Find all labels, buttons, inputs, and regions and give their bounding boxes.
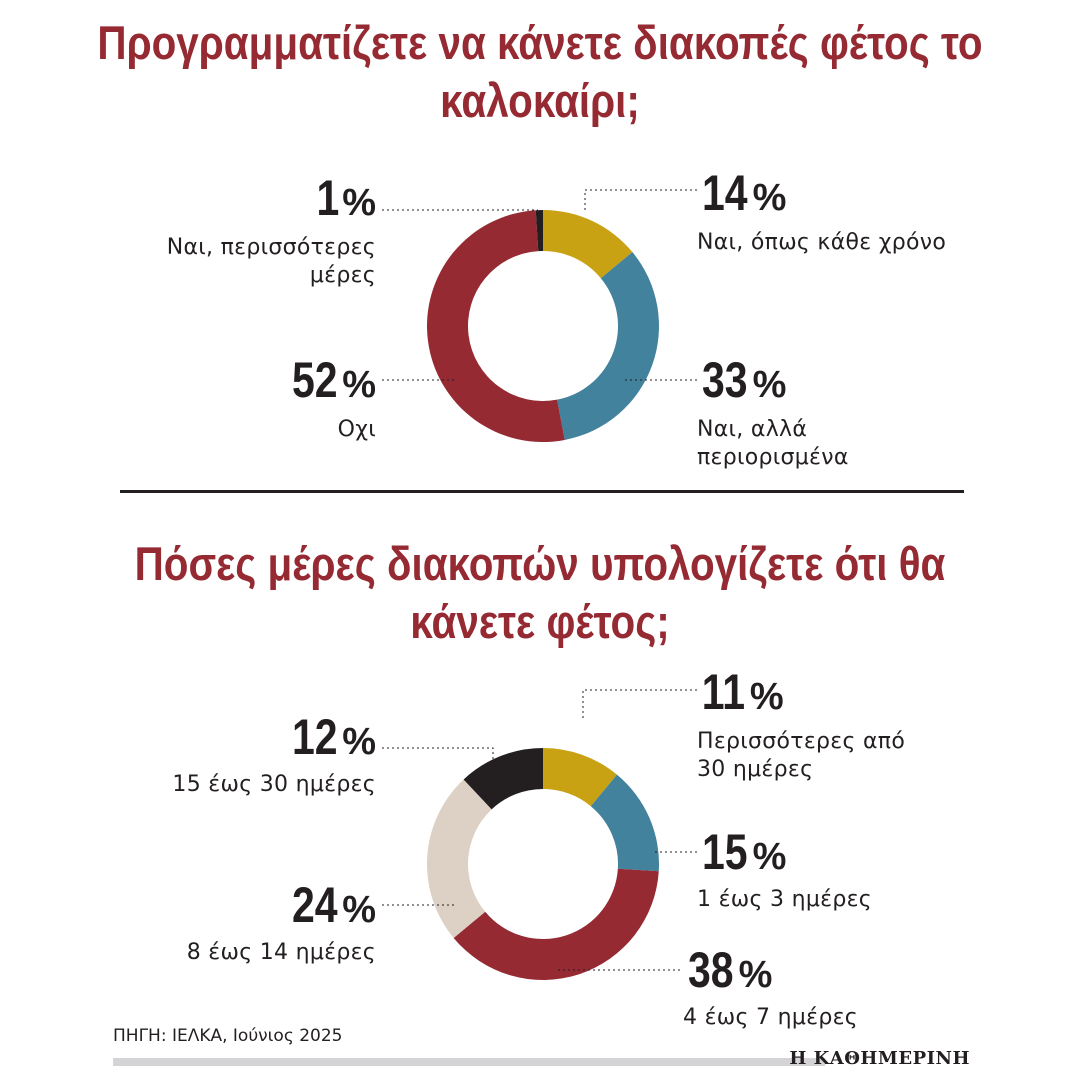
donut-slice-14 (543, 210, 633, 279)
c1-label-33: Ναι, αλλά περιορισμένα (697, 417, 849, 470)
donut-slice-15 (590, 774, 660, 872)
chart2-title: Πόσες μέρες διακοπών υπολογίζετε ότι θα … (134, 537, 946, 648)
leader-line-12 (382, 747, 494, 768)
chart1-slices (426, 210, 659, 442)
c1-label-1: Ναι, περισσότερες μέρες (166, 235, 376, 288)
c1-value-52: 52% (291, 352, 376, 408)
donut-slice-11 (543, 748, 617, 807)
c1-value-33: 33% (702, 352, 787, 408)
c1-label-52: Οχι (337, 417, 376, 442)
c2-label-38: 4 έως 7 ημέρες (683, 1005, 859, 1030)
c2-label-15: 1 έως 3 ημέρες (697, 887, 873, 912)
chart2-leader-lines (382, 689, 697, 971)
c2-label-12: 15 έως 30 ημέρες (172, 772, 376, 797)
chart1-title: Προγραμματίζετε να κάνετε διακοπές φέτος… (97, 16, 983, 127)
publisher-logo: Η ΚΑΘΗΜΕΡΙΝΗ (789, 1048, 970, 1069)
donut-slice-52 (426, 210, 565, 442)
c2-label-24: 8 έως 14 ημέρες (186, 940, 376, 965)
chart1-leader-lines (382, 189, 697, 381)
donut-slice-38 (453, 868, 659, 981)
leader-line-11 (582, 689, 697, 718)
donut-slice-12 (463, 748, 543, 810)
chart2-donut (382, 689, 697, 981)
c1-label-14: Ναι, όπως κάθε χρόνο (697, 230, 947, 255)
c2-value-15: 15% (702, 824, 787, 880)
c2-label-11: Περισσότερες από 30 ημέρες (697, 729, 906, 782)
leader-line-14 (584, 189, 697, 213)
footer-bar (113, 1058, 825, 1066)
chart2-slices (426, 748, 660, 981)
section-divider (120, 490, 964, 493)
donut-slice-24 (426, 779, 492, 938)
source-note: ΠΗΓΗ: ΙΕΛΚΑ, Ιούνιος 2025 (113, 1026, 343, 1046)
c2-value-24: 24% (291, 877, 376, 933)
donut-slice-1 (535, 210, 543, 252)
donut-slice-33 (557, 252, 659, 440)
chart1-donut (382, 189, 697, 442)
c1-value-1: 1% (316, 170, 376, 226)
c1-value-14: 14% (702, 165, 787, 221)
c2-value-11: 11% (701, 664, 784, 720)
c2-value-38: 38% (688, 942, 773, 998)
c2-value-12: 12% (291, 709, 376, 765)
